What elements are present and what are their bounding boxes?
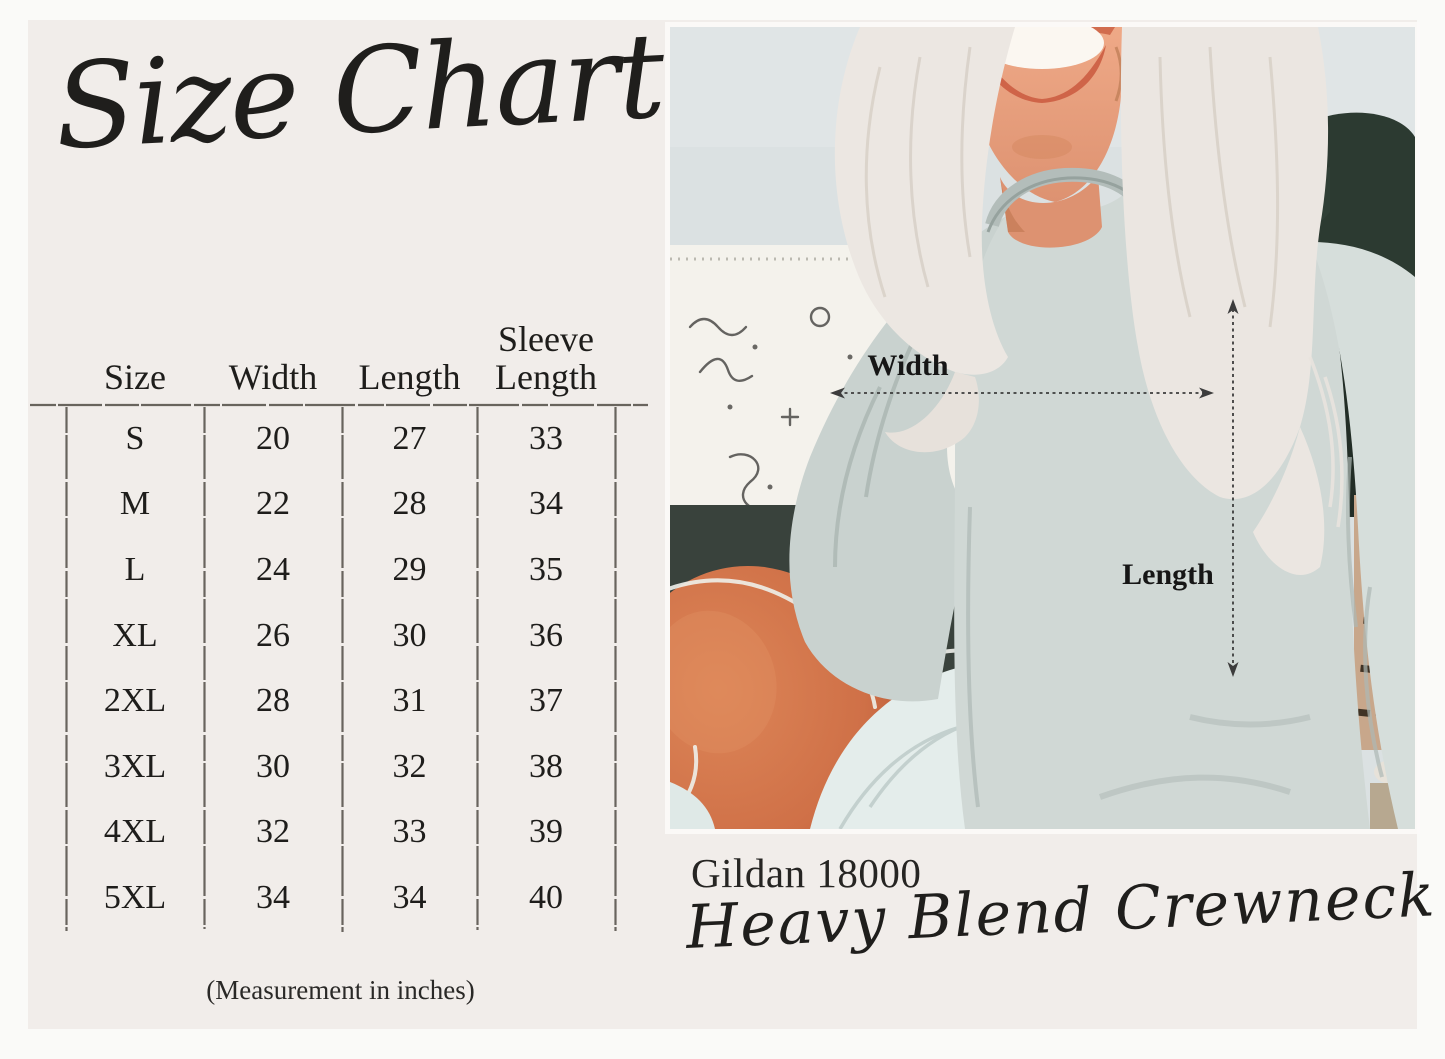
- length-measure-label: Length: [1122, 558, 1214, 591]
- table-cell: 33: [529, 419, 563, 457]
- table-cell: 33: [392, 813, 427, 851]
- size-table-header: Size Width Length Sleeve Length: [66, 312, 615, 406]
- table-cell: 34: [256, 878, 290, 916]
- table-cell: 29: [392, 550, 427, 588]
- table-cell-size: 5XL: [103, 878, 167, 916]
- table-cell: 30: [256, 747, 290, 785]
- product-photo: Width Length: [670, 27, 1415, 829]
- table-cell: 37: [529, 682, 563, 720]
- product-model: Gildan 18000: [691, 850, 922, 896]
- table-cell: 34: [529, 485, 563, 523]
- column-header-sleeve-length: Sleeve Length: [495, 318, 597, 397]
- table-cell: 32: [392, 747, 427, 785]
- table-cell: 38: [529, 747, 563, 785]
- table-cell-size: 2XL: [103, 682, 167, 720]
- table-cell: 32: [256, 813, 290, 851]
- table-cell: 39: [529, 813, 563, 851]
- table-cell-size: L: [124, 550, 146, 588]
- hair: [834, 27, 1344, 575]
- column-header-size: Size: [104, 356, 166, 397]
- size-table-body: S 20 27 33 M 22 28 34 L 24 29 35 XL 26 3…: [66, 406, 615, 931]
- width-arrow: [830, 387, 1214, 399]
- width-measure-label: Width: [867, 349, 949, 382]
- column-header-width: Width: [228, 356, 318, 397]
- table-cell-size: XL: [112, 616, 158, 654]
- table-cell-size: 4XL: [103, 813, 167, 851]
- face: [960, 27, 1125, 248]
- table-cell: 28: [392, 485, 427, 523]
- table-cell: 24: [256, 550, 290, 588]
- table-cell-size: M: [119, 485, 151, 523]
- length-arrow: [1227, 299, 1239, 677]
- table-cell: 28: [256, 682, 290, 720]
- table-cell: 26: [256, 616, 290, 654]
- product-photo-illustration: [670, 27, 1415, 829]
- table-cell: 30: [392, 616, 427, 654]
- table-cell: 27: [392, 419, 427, 457]
- column-header-length: Length: [358, 356, 461, 397]
- table-cell: 22: [256, 485, 290, 523]
- table-cell: 40: [529, 878, 563, 916]
- table-cell: 34: [392, 878, 427, 916]
- table-cell-size: S: [125, 419, 145, 457]
- table-cell: 35: [529, 550, 563, 588]
- table-cell-size: 3XL: [103, 747, 167, 785]
- table-cell: 20: [256, 419, 290, 457]
- table-cell: 36: [529, 616, 563, 654]
- measurement-footnote: (Measurement in inches): [206, 975, 475, 1005]
- table-cell: 31: [392, 682, 427, 720]
